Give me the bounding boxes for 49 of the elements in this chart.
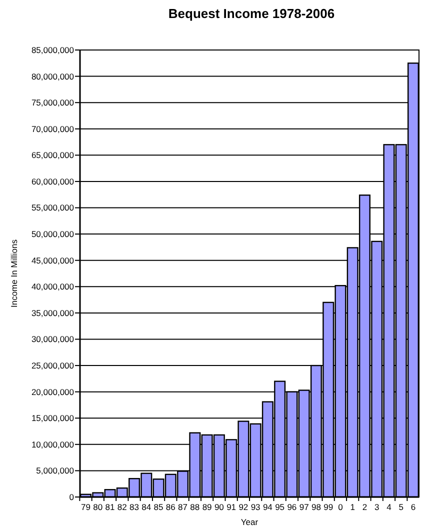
y-tick-label: 45,000,000 [31, 255, 74, 266]
y-tick-label: 75,000,000 [31, 98, 74, 108]
y-tick-label: 0 [69, 492, 74, 502]
y-tick-label: 80,000,000 [31, 71, 74, 82]
x-tick-label: 2 [362, 502, 368, 512]
y-tick-label: 20,000,000 [31, 386, 74, 397]
x-tick-label: 98 [311, 502, 322, 512]
y-tick-label: 70,000,000 [31, 124, 74, 134]
y-tick-label: 40,000,000 [31, 282, 74, 292]
x-tick-label: 86 [166, 502, 176, 512]
y-axis-title: Income In Millions [9, 239, 19, 308]
x-tick-label: 91 [226, 502, 236, 512]
chart-title: Bequest Income 1978-2006 [168, 6, 335, 21]
y-tick-label: 15,000,000 [31, 413, 74, 424]
y-tick-label: 5,000,000 [36, 466, 74, 476]
x-tick-label: 94 [262, 502, 273, 512]
x-tick-label: 79 [81, 502, 91, 512]
x-tick-label: 5 [398, 502, 404, 512]
y-tick-label: 60,000,000 [31, 176, 74, 186]
x-tick-label: 90 [214, 502, 224, 512]
x-tick-label: 97 [299, 502, 310, 512]
x-tick-label: 80 [93, 502, 103, 512]
y-tick-label: 65,000,000 [31, 150, 74, 160]
y-tick-label: 10,000,000 [31, 439, 74, 450]
x-tick-label: 92 [238, 502, 248, 512]
y-tick-label: 55,000,000 [31, 202, 74, 213]
x-tick-label: 84 [142, 502, 152, 512]
y-tick-label: 25,000,000 [31, 360, 74, 371]
x-tick-label: 3 [374, 502, 380, 512]
x-tick-label: 1 [350, 502, 356, 512]
x-tick-label: 95 [275, 502, 285, 512]
x-tick-label: 87 [178, 502, 188, 512]
y-tick-label: 50,000,000 [31, 229, 74, 240]
x-tick-label: 89 [202, 502, 212, 512]
x-tick-label: 82 [117, 502, 128, 512]
x-tick-label: 93 [250, 502, 261, 512]
x-tick-label: 88 [190, 502, 200, 512]
x-tick-label: 99 [324, 502, 334, 512]
x-tick-label: 81 [105, 502, 116, 512]
x-tick-label: 4 [386, 502, 392, 512]
x-axis-title: Year [240, 517, 258, 527]
y-tick-label: 30,000,000 [31, 334, 74, 344]
x-tick-label: 0 [338, 502, 344, 512]
x-tick-label: 85 [154, 502, 164, 512]
x-tick-label: 6 [410, 502, 416, 512]
x-tick-label: 96 [287, 502, 297, 512]
x-tick-label: 83 [130, 502, 140, 512]
y-tick-label: 85,000,000 [31, 44, 74, 55]
y-tick-label: 35,000,000 [31, 308, 74, 318]
